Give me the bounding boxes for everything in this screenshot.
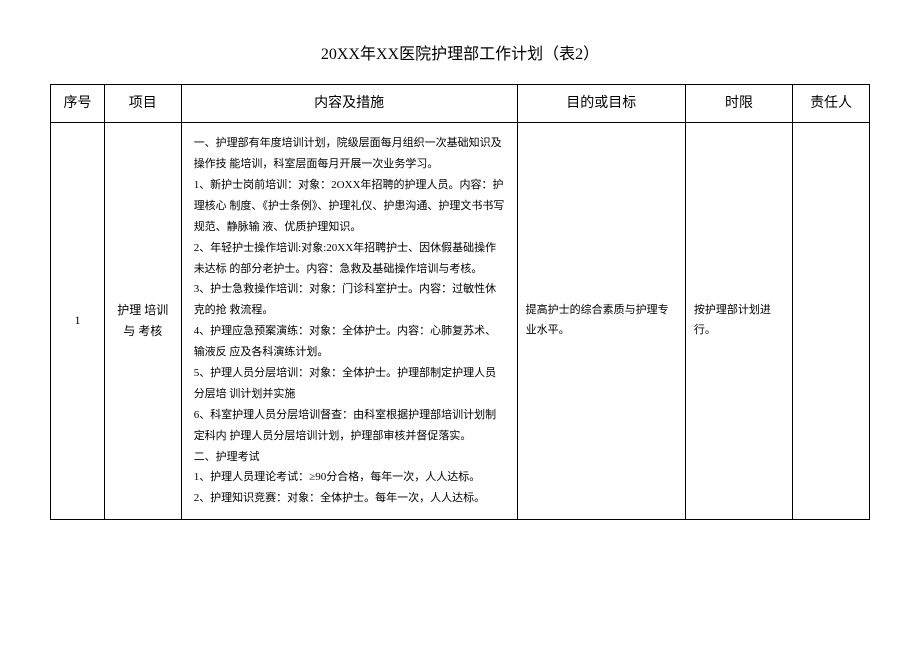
content-line: 6、科室护理人员分层培训督查：由科室根据护理部培训计划制定科内 护理人员分层培训…: [194, 405, 505, 447]
cell-content: 一、护理部有年度培训计划，院级层面每月组织一次基础知识及操作技 能培训，科室层面…: [181, 123, 517, 520]
header-row: 序号 项目 内容及措施 目的或目标 时限 责任人: [51, 85, 870, 123]
page-title: 20XX年XX医院护理部工作计划（表2）: [50, 40, 870, 64]
cell-seq: 1: [51, 123, 105, 520]
header-goal: 目的或目标: [517, 85, 685, 123]
content-line: 二、护理考试: [194, 447, 505, 468]
cell-resp: [793, 123, 870, 520]
header-resp: 责任人: [793, 85, 870, 123]
header-content: 内容及措施: [181, 85, 517, 123]
content-line: 1、护理人员理论考试：≥90分合格，每年一次，人人达标。: [194, 467, 505, 488]
plan-table: 序号 项目 内容及措施 目的或目标 时限 责任人 1 护理 培训与 考核 一、护…: [50, 84, 870, 520]
cell-time: 按护理部计划进行。: [685, 123, 792, 520]
header-seq: 序号: [51, 85, 105, 123]
content-line: 4、护理应急预案演练：对象：全体护士。内容：心肺复苏术、输液反 应及各科演练计划…: [194, 321, 505, 363]
content-line: 一、护理部有年度培训计划，院级层面每月组织一次基础知识及操作技 能培训，科室层面…: [194, 133, 505, 175]
content-line: 5、护理人员分层培训：对象：全体护士。护理部制定护理人员分层培 训计划并实施: [194, 363, 505, 405]
content-line: 3、护士急救操作培训：对象：门诊科室护士。内容：过敏性休克的抢 救流程。: [194, 279, 505, 321]
content-line: 2、年轻护士操作培训:对象:20XX年招聘护士、因休假基础操作未达标 的部分老护…: [194, 238, 505, 280]
table-row: 1 护理 培训与 考核 一、护理部有年度培训计划，院级层面每月组织一次基础知识及…: [51, 123, 870, 520]
content-line: 2、护理知识竞赛：对象：全体护士。每年一次，人人达标。: [194, 488, 505, 509]
content-line: 1、新护士岗前培训：对象：2OXX年招聘的护理人员。内容：护理核心 制度、《护士…: [194, 175, 505, 238]
header-time: 时限: [685, 85, 792, 123]
cell-project: 护理 培训与 考核: [104, 123, 181, 520]
cell-goal: 提高护士的综合素质与护理专 业水平。: [517, 123, 685, 520]
header-project: 项目: [104, 85, 181, 123]
